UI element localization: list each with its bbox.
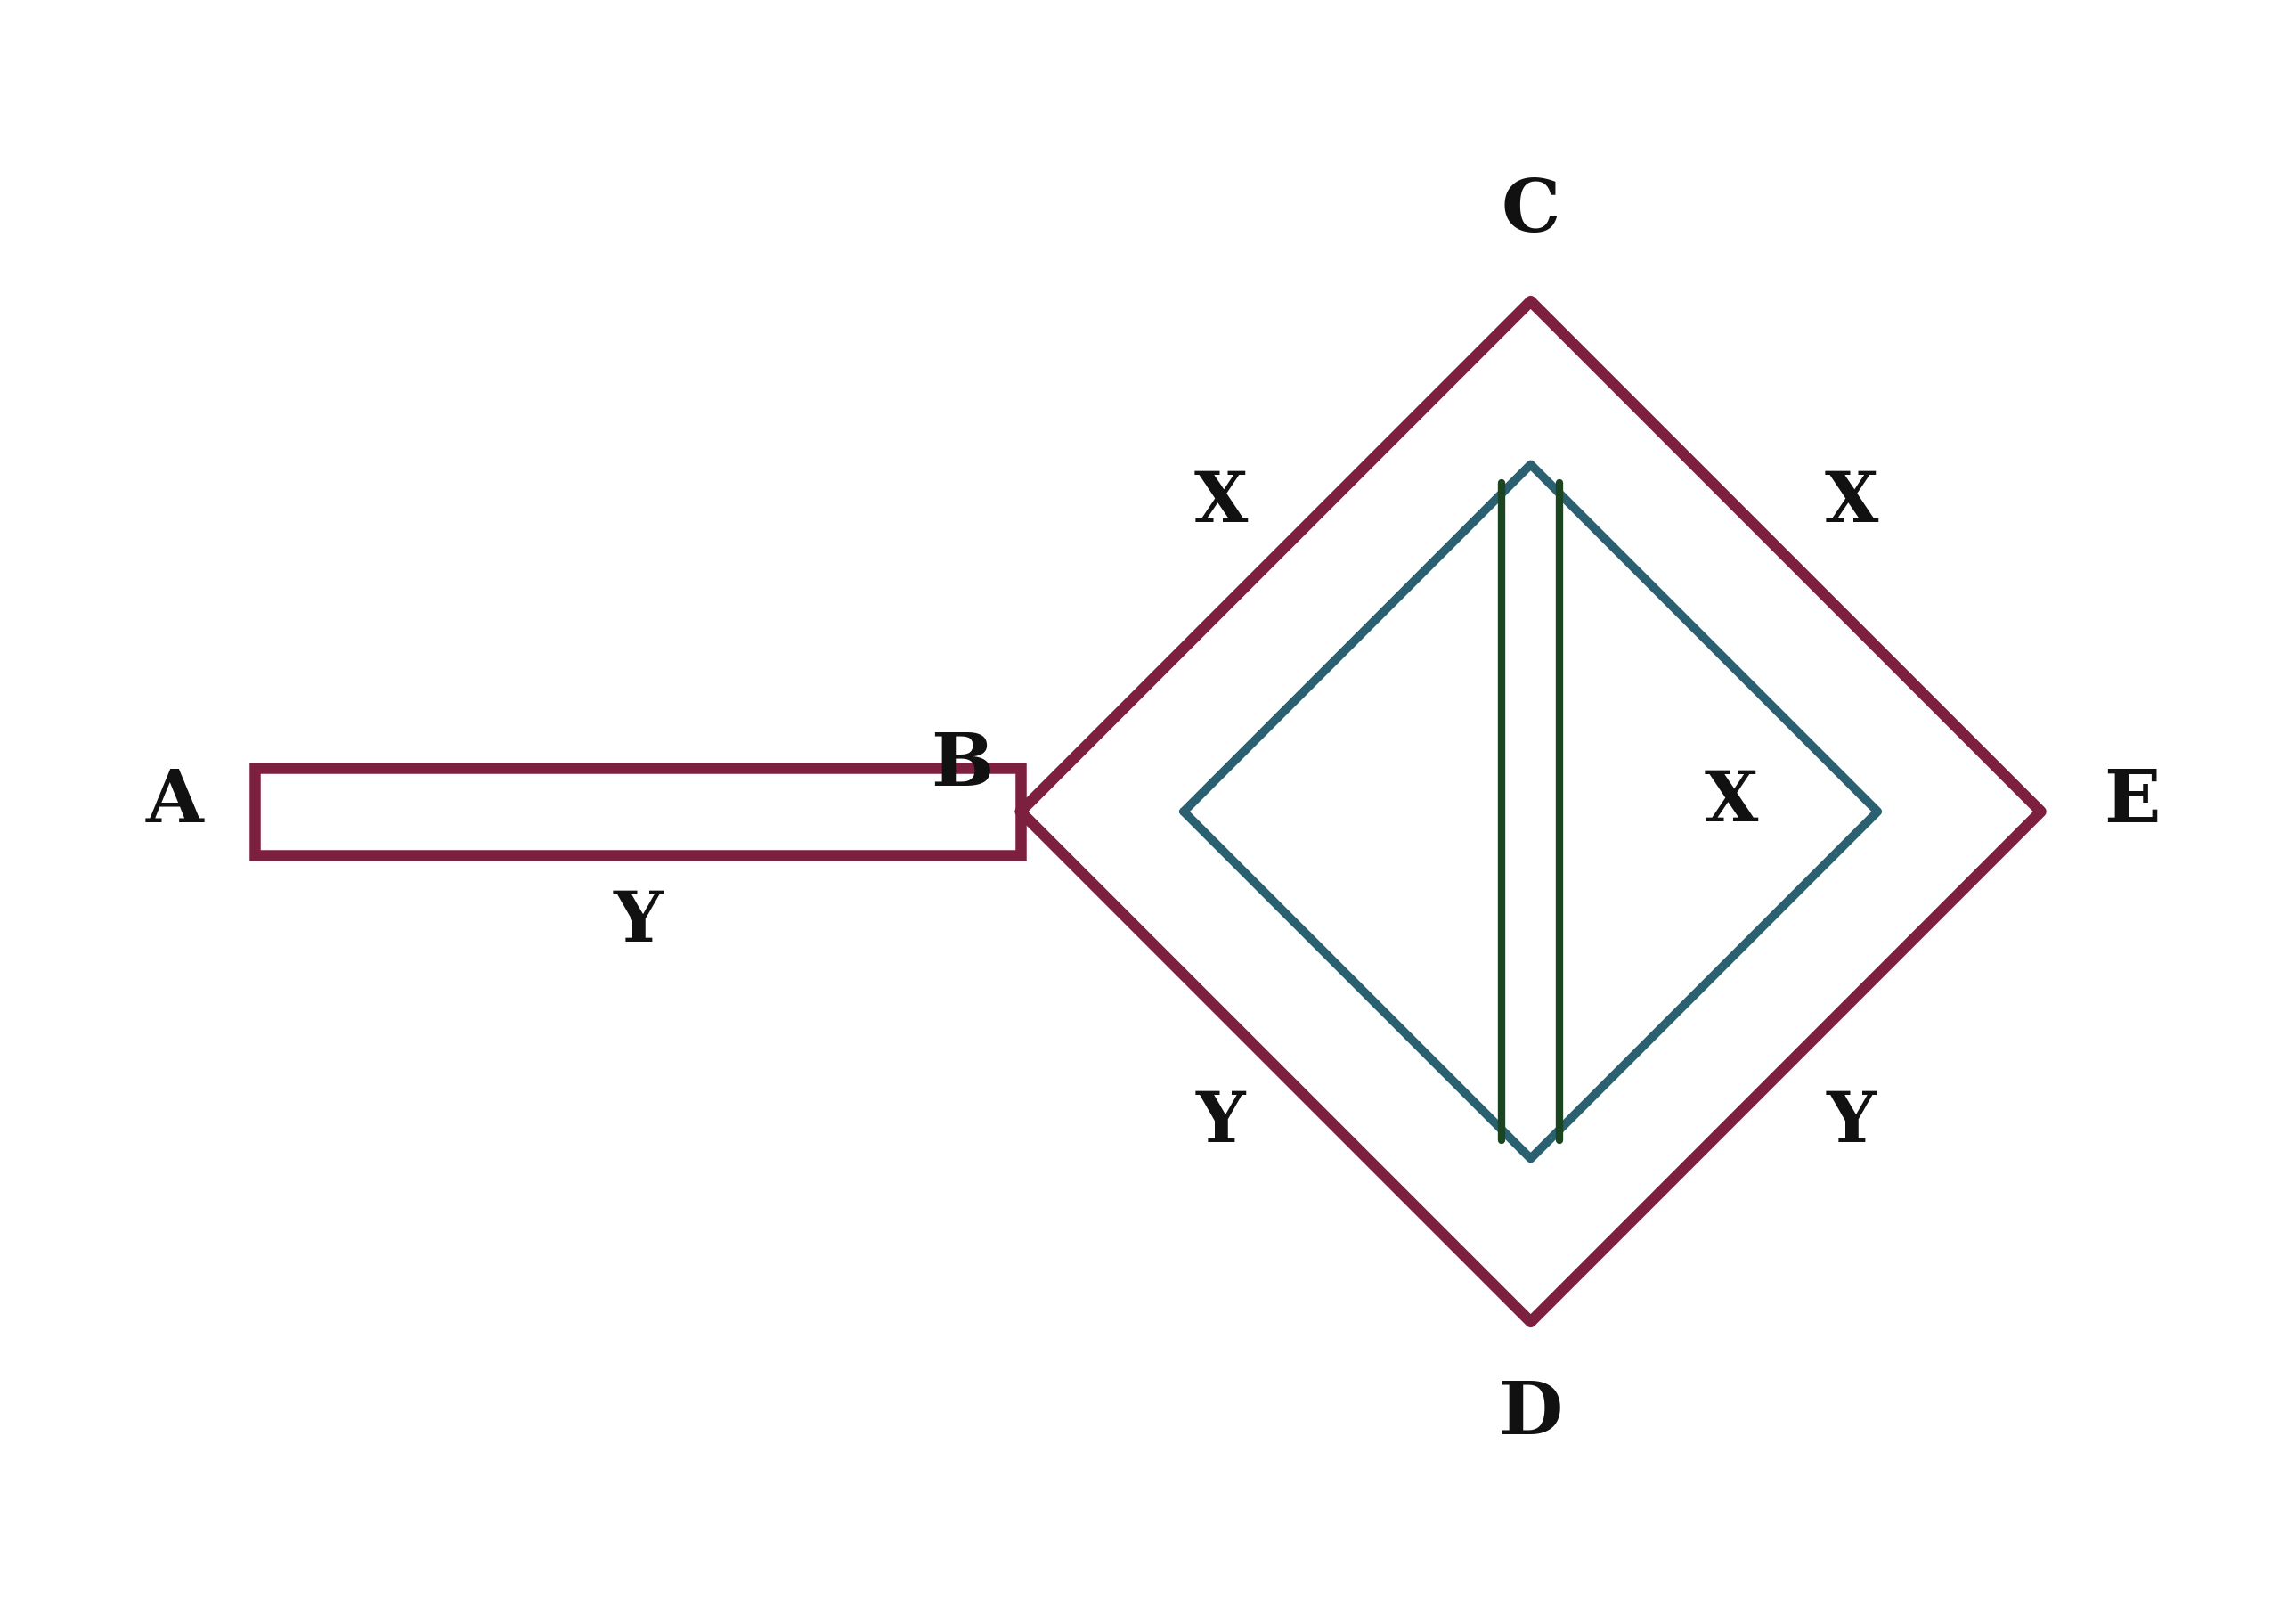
Text: Y: Y bbox=[613, 887, 664, 955]
Text: B: B bbox=[930, 729, 994, 801]
Text: D: D bbox=[1499, 1377, 1564, 1449]
Bar bbox=[255, 768, 1019, 856]
Text: Y: Y bbox=[1828, 1088, 1876, 1156]
Text: X: X bbox=[1704, 767, 1759, 835]
Text: A: A bbox=[147, 765, 204, 836]
Text: X: X bbox=[1825, 468, 1878, 536]
Text: E: E bbox=[2103, 765, 2161, 836]
Text: Y: Y bbox=[1196, 1088, 1247, 1156]
Text: X: X bbox=[1194, 468, 1247, 536]
Text: C: C bbox=[1502, 175, 1561, 247]
